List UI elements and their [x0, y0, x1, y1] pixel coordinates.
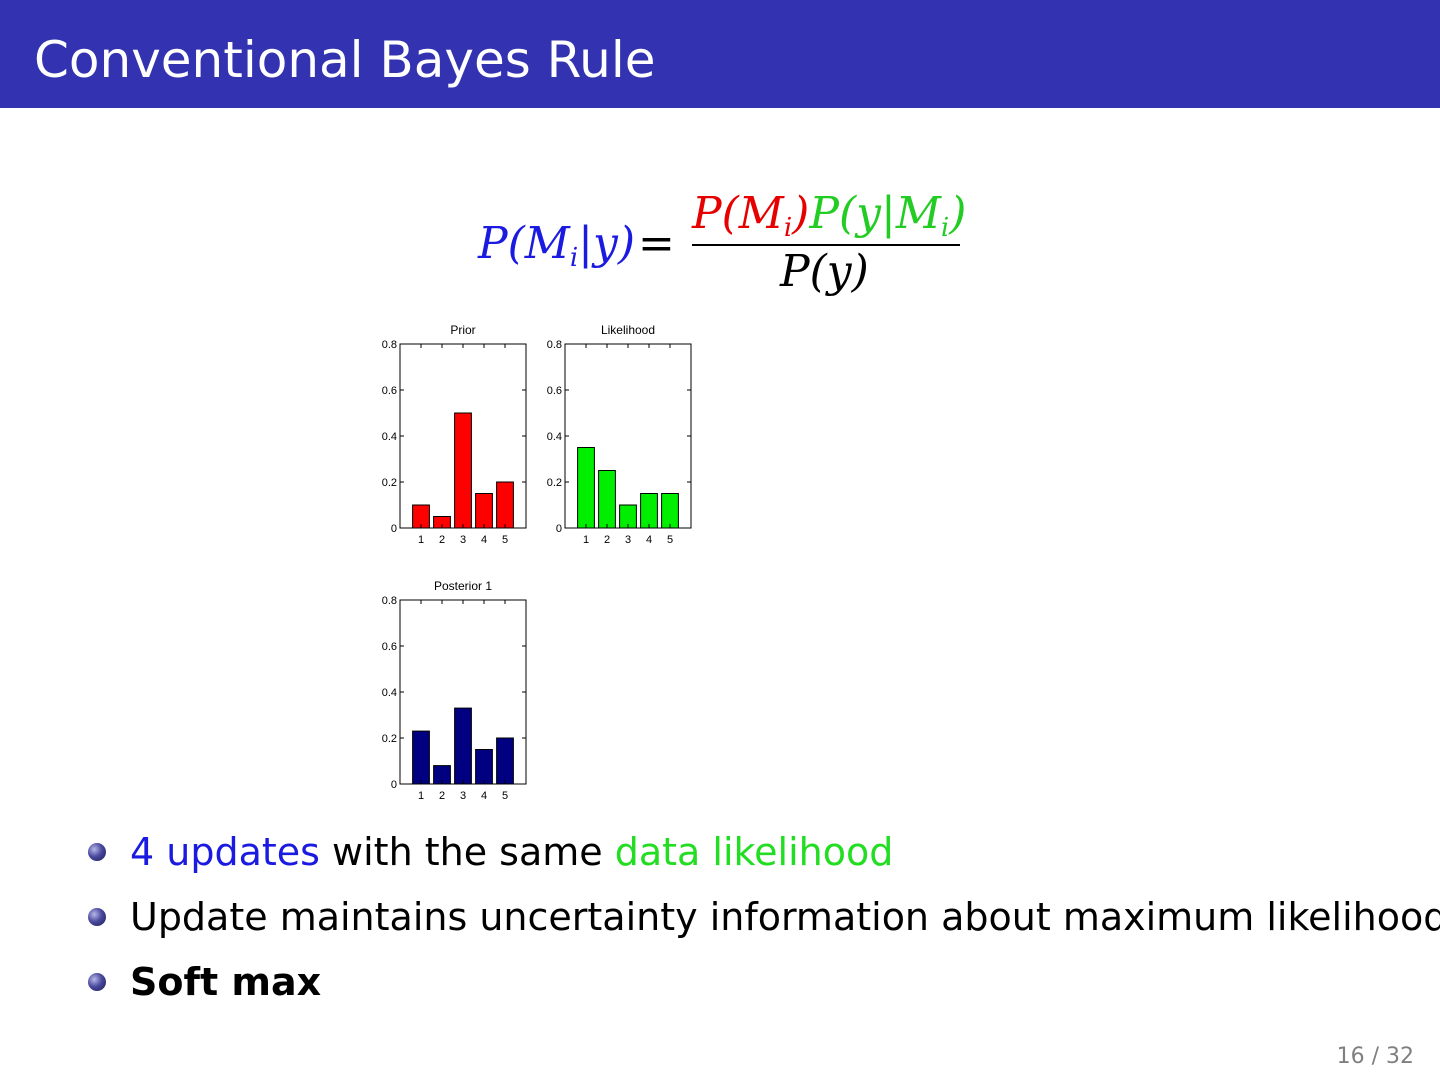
bullet-2-text: Update maintains uncertainty information… [130, 895, 1440, 939]
x-tick-label: 1 [418, 790, 424, 802]
bar [640, 493, 658, 529]
bullet-1-highlight: 4 updates [130, 830, 320, 874]
bayes-formula: P(Mi|y) = P(Mi)P(y|Mi) P(y) [470, 180, 990, 310]
y-tick-label: 0 [391, 779, 397, 791]
y-tick-label: 0.6 [382, 385, 397, 397]
bullet-dot-icon [88, 973, 106, 991]
y-tick-label: 0.2 [382, 477, 397, 489]
bar [598, 470, 616, 529]
bar [454, 412, 472, 529]
formula-lhs-text: P(Mi|y) [478, 218, 636, 273]
bar [661, 493, 679, 529]
bar [475, 493, 493, 529]
y-tick-label: 0.4 [547, 431, 562, 443]
subscript-i: i [940, 213, 950, 243]
bullet-1-text: with the same [319, 830, 615, 874]
x-tick-label: 4 [646, 534, 652, 546]
bullet-dot-icon [88, 843, 106, 861]
bullet-1-green: data likelihood [614, 830, 894, 874]
y-tick-label: 0.6 [547, 385, 562, 397]
subscript-i: i [569, 243, 579, 273]
x-tick-label: 3 [625, 534, 631, 546]
x-tick-label: 1 [418, 534, 424, 546]
y-tick-label: 0.8 [382, 339, 397, 351]
formula-denominator: P(y) [780, 246, 869, 297]
y-tick-label: 0.2 [547, 477, 562, 489]
x-tick-label: 4 [481, 790, 487, 802]
y-tick-label: 0.8 [382, 595, 397, 607]
page-number: 16 / 32 [1336, 1044, 1414, 1069]
x-tick-label: 3 [460, 534, 466, 546]
bullet-item-3: Soft max [88, 956, 1428, 1021]
bar [475, 749, 493, 785]
y-tick-label: 0.4 [382, 431, 397, 443]
x-tick-label: 2 [439, 534, 445, 546]
x-tick-label: 2 [604, 534, 610, 546]
bullet-list: 4 updates with the same data likelihood … [88, 826, 1440, 1021]
y-tick-label: 0.2 [382, 733, 397, 745]
formula-prior: P(Mi) [692, 188, 810, 243]
y-tick-label: 0 [391, 523, 397, 535]
formula-equals: = [638, 218, 675, 269]
x-tick-label: 4 [481, 534, 487, 546]
bar [412, 730, 430, 785]
formula-likelihood: P(y|Mi) [809, 188, 967, 243]
bar [454, 707, 472, 785]
chart-title: Prior [450, 323, 475, 337]
bullet-dot-icon [88, 908, 106, 926]
bar [496, 737, 514, 785]
x-tick-label: 1 [583, 534, 589, 546]
formula-numerator: P(Mi)P(y|Mi) [692, 188, 966, 243]
bullet-item-2: Update maintains uncertainty information… [88, 891, 1440, 956]
slide-title: Conventional Bayes Rule [34, 31, 656, 89]
chart-title: Posterior 1 [434, 579, 492, 593]
y-tick-label: 0.6 [382, 641, 397, 653]
bar [577, 447, 595, 529]
y-tick-label: 0.4 [382, 687, 397, 699]
y-tick-label: 0 [556, 523, 562, 535]
x-tick-label: 5 [502, 790, 508, 802]
x-tick-label: 5 [502, 534, 508, 546]
bullet-item-1: 4 updates with the same data likelihood [88, 826, 1428, 891]
slide-header: Conventional Bayes Rule [0, 0, 1440, 108]
chart-title: Likelihood [601, 323, 655, 337]
x-tick-label: 5 [667, 534, 673, 546]
y-tick-label: 0.8 [547, 339, 562, 351]
bullet-3-text: Soft max [130, 960, 322, 1004]
formula-lhs: P(Mi|y) [478, 218, 635, 273]
x-tick-label: 2 [439, 790, 445, 802]
x-tick-label: 3 [460, 790, 466, 802]
bar [496, 481, 514, 529]
fraction-bar [692, 244, 960, 246]
subscript-i: i [783, 213, 793, 243]
